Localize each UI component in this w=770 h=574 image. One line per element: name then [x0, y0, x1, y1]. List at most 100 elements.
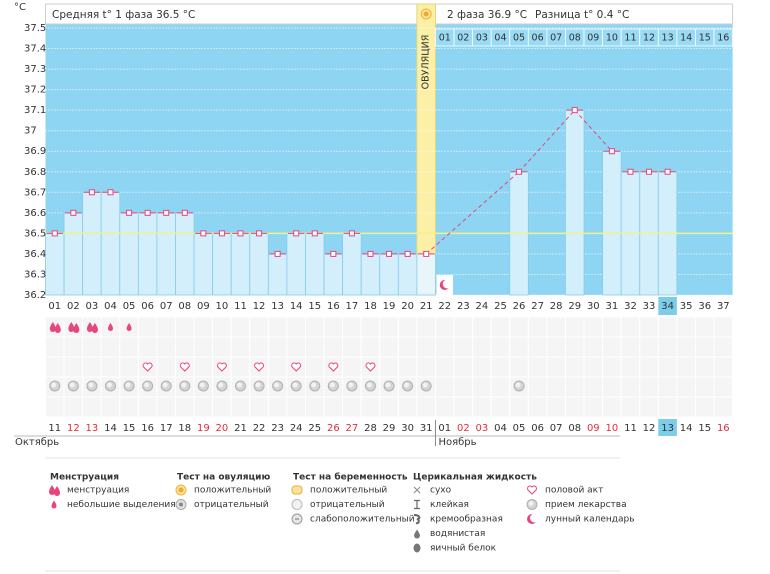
symbol-cell [100, 356, 121, 378]
symbol-cell [304, 336, 325, 358]
symbol-cell [472, 356, 492, 378]
x-tick-label: 06 [141, 301, 154, 312]
x-tick-label: 17 [346, 301, 359, 312]
point [664, 168, 671, 175]
symbol-cell [100, 396, 121, 418]
symbol-cell [694, 396, 715, 418]
phase2-day-label: 14 [680, 33, 692, 44]
moon-cut [442, 279, 452, 289]
phase2-day-label: 07 [550, 33, 562, 44]
icon-drop [68, 322, 80, 333]
symbol-cell [639, 336, 659, 358]
symbol-cell [472, 316, 492, 338]
phase2-day-label: 09 [587, 33, 599, 44]
symbol-cell [602, 356, 622, 378]
symbol-cell [490, 336, 511, 358]
x-tick-label: 16 [327, 301, 340, 312]
date-label: 22 [253, 423, 266, 434]
symbol-cell [156, 336, 176, 358]
symbol-cell [639, 316, 659, 338]
icon-drop [49, 322, 61, 333]
bar [175, 212, 195, 296]
symbol-cell [564, 356, 585, 378]
icon-pill [67, 380, 79, 392]
date-label: 24 [290, 423, 303, 434]
date-label: 09 [587, 423, 600, 434]
point [181, 209, 188, 216]
icon-heart [365, 362, 376, 372]
symbol-cell [620, 356, 641, 378]
label: Разница t° [535, 9, 593, 21]
symbol-cell [174, 316, 195, 338]
date-label: 13 [86, 423, 99, 434]
pill-shine [181, 382, 187, 388]
icon-drop [86, 322, 98, 333]
icon-pill [346, 380, 358, 392]
icon-smalldrop [51, 500, 57, 509]
bar [119, 212, 139, 296]
phase2-day-label: 03 [476, 33, 488, 44]
pill-shine [528, 501, 534, 506]
icon-pill [402, 380, 414, 392]
label: 2 фаза [447, 9, 484, 21]
moon-cut [530, 513, 539, 523]
x-tick-label: 31 [606, 301, 619, 312]
symbol-cell [639, 396, 659, 418]
symbol-cell [564, 376, 585, 398]
date-label: 19 [197, 423, 210, 434]
phase2-day-label: 08 [569, 33, 581, 44]
x-tick-label: 15 [308, 301, 321, 312]
symbol-cell [137, 336, 158, 358]
symbol-cell [546, 336, 566, 358]
test [291, 499, 303, 510]
test [291, 485, 303, 495]
icon-watery [414, 529, 420, 539]
icon-pill [272, 380, 284, 392]
unit: °С [515, 9, 528, 21]
date-label: 20 [216, 423, 229, 434]
drop [49, 322, 56, 332]
date-label: 21 [234, 423, 247, 434]
icon-creamy [413, 514, 421, 525]
point [163, 209, 170, 216]
symbol-cell [434, 356, 455, 378]
y-tick-label: 37.3 [24, 64, 46, 75]
symbol-cell [397, 356, 418, 378]
symbol-cell [45, 356, 65, 378]
heart [527, 485, 537, 495]
point [144, 209, 151, 216]
egg [413, 543, 421, 553]
symbol-cell [713, 356, 734, 378]
date-label: 10 [606, 423, 619, 434]
x-tick-label: 13 [271, 301, 284, 312]
point [274, 250, 281, 257]
bar [305, 232, 325, 296]
value: 36.5 [156, 9, 179, 21]
symbol-cell [45, 336, 65, 358]
legend-title: Менструация [50, 473, 119, 483]
point [256, 230, 263, 237]
symbol-cell [527, 396, 548, 418]
value: 36.9 [488, 9, 511, 21]
symbol-cell [267, 396, 288, 418]
icon-pill [383, 380, 395, 392]
point [126, 209, 133, 216]
symbol-cell [82, 396, 102, 418]
heart [365, 362, 376, 372]
bar [45, 232, 65, 296]
bar [193, 232, 214, 296]
date-label: 11 [624, 423, 637, 434]
y-tick-label: 37.4 [24, 44, 46, 55]
phase2-day-label: 05 [513, 33, 525, 44]
symbol-cell [416, 336, 436, 358]
symbol-cell [286, 336, 306, 358]
symbol-cell [286, 316, 306, 338]
point [608, 148, 615, 155]
x-tick-label: 29 [568, 301, 581, 312]
bar [565, 109, 585, 296]
y-unit: °С [14, 2, 26, 13]
icon-smalldrop [126, 323, 132, 331]
date-label: 16 [717, 423, 730, 434]
drop [49, 485, 55, 495]
icon-heart [179, 362, 190, 372]
